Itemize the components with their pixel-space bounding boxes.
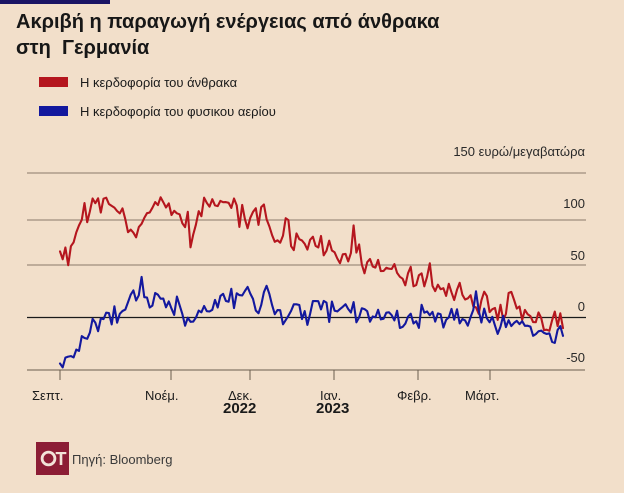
svg-text:T: T [56,449,67,469]
